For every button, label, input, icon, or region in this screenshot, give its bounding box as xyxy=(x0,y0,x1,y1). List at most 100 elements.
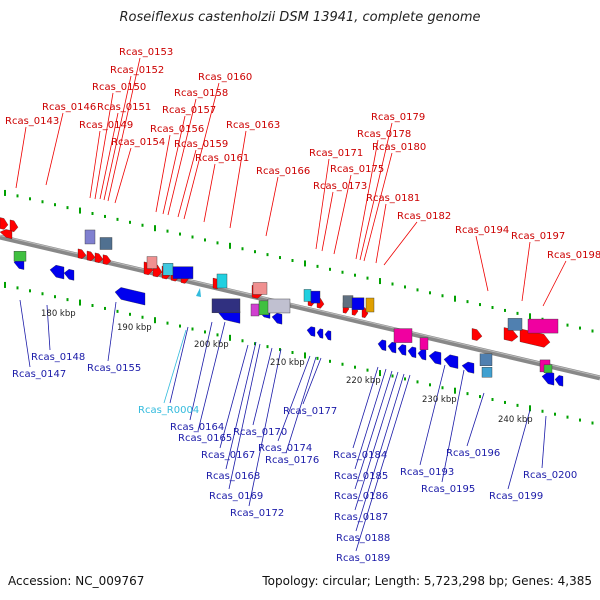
label-rcas-r0004[interactable]: Rcas_R0004 xyxy=(138,405,199,416)
label-rcas-0148[interactable]: Rcas_0148 xyxy=(31,352,85,363)
label-rcas-0174[interactable]: Rcas_0174 xyxy=(258,443,312,454)
label-rcas-0180[interactable]: Rcas_0180 xyxy=(372,142,426,153)
reverse-gene-arrow xyxy=(397,344,407,356)
scale-tick-outer-bottom xyxy=(279,348,281,352)
scale-tick-outer-top xyxy=(429,291,431,295)
label-rcas-0157[interactable]: Rcas_0157 xyxy=(162,105,216,116)
label-rcas-0186[interactable]: Rcas_0186 xyxy=(334,491,388,502)
label-rcas-0156[interactable]: Rcas_0156 xyxy=(150,124,204,135)
scale-tick-outer-bottom xyxy=(154,317,156,324)
leader-line-bottom xyxy=(19,299,31,368)
label-rcas-0155[interactable]: Rcas_0155 xyxy=(87,363,141,374)
scale-tick-outer-top xyxy=(254,250,256,254)
label-rcas-0161[interactable]: Rcas_0161 xyxy=(195,153,249,164)
label-rcas-0177[interactable]: Rcas_0177 xyxy=(283,406,337,417)
scale-tick-outer-bottom xyxy=(366,368,369,372)
label-rcas-0153[interactable]: Rcas_0153 xyxy=(119,47,173,58)
label-rcas-0189[interactable]: Rcas_0189 xyxy=(336,553,390,564)
label-rcas-0193[interactable]: Rcas_0193 xyxy=(400,467,454,478)
gene-box xyxy=(342,295,354,308)
forward-gene-arrow xyxy=(77,248,87,259)
label-rcas-0150[interactable]: Rcas_0150 xyxy=(92,82,146,93)
label-rcas-0198[interactable]: Rcas_0198 xyxy=(547,250,600,261)
scale-tick-outer-bottom xyxy=(54,295,56,299)
label-rcas-0187[interactable]: Rcas_0187 xyxy=(334,512,388,523)
label-rcas-0173[interactable]: Rcas_0173 xyxy=(313,181,367,192)
label-rcas-0165[interactable]: Rcas_0165 xyxy=(178,433,232,444)
scale-tick-outer-bottom xyxy=(454,387,456,394)
leader-line-bottom xyxy=(541,415,547,469)
label-rcas-0182[interactable]: Rcas_0182 xyxy=(397,211,451,222)
label-rcas-0152[interactable]: Rcas_0152 xyxy=(110,65,164,76)
scale-tick-outer-bottom xyxy=(429,383,431,387)
label-rcas-0172[interactable]: Rcas_0172 xyxy=(230,508,284,519)
label-rcas-0197[interactable]: Rcas_0197 xyxy=(511,231,565,242)
reverse-gene-arrow xyxy=(541,371,555,386)
label-rcas-0184[interactable]: Rcas_0184 xyxy=(333,450,387,461)
reverse-gene-arrow xyxy=(0,229,13,240)
label-rcas-0195[interactable]: Rcas_0195 xyxy=(421,484,475,495)
label-rcas-0200[interactable]: Rcas_0200 xyxy=(523,470,577,481)
scale-tick-outer-top xyxy=(579,326,581,330)
label-rcas-0188[interactable]: Rcas_0188 xyxy=(336,533,390,544)
scale-label-230kbp: 230 kbp xyxy=(422,395,457,405)
gene-box xyxy=(481,367,493,378)
leader-line-bottom xyxy=(277,355,311,442)
leader-line-bottom xyxy=(228,343,261,490)
label-rcas-0143[interactable]: Rcas_0143 xyxy=(5,116,59,127)
label-rcas-0199[interactable]: Rcas_0199 xyxy=(489,491,543,502)
label-rcas-0196[interactable]: Rcas_0196 xyxy=(446,448,500,459)
reverse-gene-arrow xyxy=(387,341,397,354)
leader-line-top xyxy=(183,82,220,220)
scale-tick-outer-top xyxy=(154,225,156,232)
label-rcas-0163[interactable]: Rcas_0163 xyxy=(226,120,280,131)
leader-line-top xyxy=(333,174,352,255)
leader-line-bottom xyxy=(355,373,405,532)
label-rcas-0158[interactable]: Rcas_0158 xyxy=(174,88,228,99)
label-rcas-0167[interactable]: Rcas_0167 xyxy=(201,450,255,461)
label-rcas-0169[interactable]: Rcas_0169 xyxy=(209,491,263,502)
forward-gene-arrow xyxy=(102,254,112,265)
label-rcas-0151[interactable]: Rcas_0151 xyxy=(97,102,151,113)
leader-line-bottom xyxy=(355,374,411,552)
scale-tick-outer-bottom xyxy=(491,398,494,402)
scale-tick-outer-bottom xyxy=(304,352,306,359)
rna-gene-glyph xyxy=(196,288,201,297)
scale-tick-outer-top xyxy=(354,273,356,277)
scale-tick-outer-top xyxy=(91,212,94,216)
leader-line-bottom xyxy=(354,368,387,470)
label-rcas-0149[interactable]: Rcas_0149 xyxy=(79,120,133,131)
label-rcas-0160[interactable]: Rcas_0160 xyxy=(198,72,252,83)
scale-tick-outer-top xyxy=(516,311,519,315)
label-rcas-0146[interactable]: Rcas_0146 xyxy=(42,102,96,113)
label-rcas-0185[interactable]: Rcas_0185 xyxy=(334,471,388,482)
label-rcas-0159[interactable]: Rcas_0159 xyxy=(174,139,228,150)
scale-label-220kbp: 220 kbp xyxy=(346,376,381,386)
label-rcas-0154[interactable]: Rcas_0154 xyxy=(111,137,165,148)
scale-tick-outer-top xyxy=(529,313,531,320)
scale-tick-outer-top xyxy=(291,259,294,263)
gene-box xyxy=(146,256,158,269)
label-rcas-0170[interactable]: Rcas_0170 xyxy=(233,427,287,438)
label-rcas-0175[interactable]: Rcas_0175 xyxy=(330,164,384,175)
label-rcas-0171[interactable]: Rcas_0171 xyxy=(309,148,363,159)
label-rcas-0166[interactable]: Rcas_0166 xyxy=(256,166,310,177)
leader-line-bottom xyxy=(219,344,249,449)
scale-tick-outer-top xyxy=(241,247,244,251)
label-rcas-0179[interactable]: Rcas_0179 xyxy=(371,112,425,123)
label-rcas-0181[interactable]: Rcas_0181 xyxy=(366,193,420,204)
scale-tick-outer-bottom xyxy=(129,312,131,316)
label-rcas-0176[interactable]: Rcas_0176 xyxy=(265,455,319,466)
label-rcas-0147[interactable]: Rcas_0147 xyxy=(12,369,66,380)
gene-box xyxy=(365,297,375,313)
label-rcas-0168[interactable]: Rcas_0168 xyxy=(206,471,260,482)
gene-box xyxy=(211,298,241,314)
scale-tick-outer-bottom xyxy=(479,395,481,399)
label-rcas-0194[interactable]: Rcas_0194 xyxy=(455,225,509,236)
reverse-gene-arrow xyxy=(417,349,427,361)
label-rcas-0178[interactable]: Rcas_0178 xyxy=(357,129,411,140)
label-rcas-0164[interactable]: Rcas_0164 xyxy=(170,422,224,433)
scale-tick-outer-bottom xyxy=(354,365,356,369)
leader-line-bottom xyxy=(169,326,189,404)
leader-line-bottom xyxy=(225,341,257,470)
